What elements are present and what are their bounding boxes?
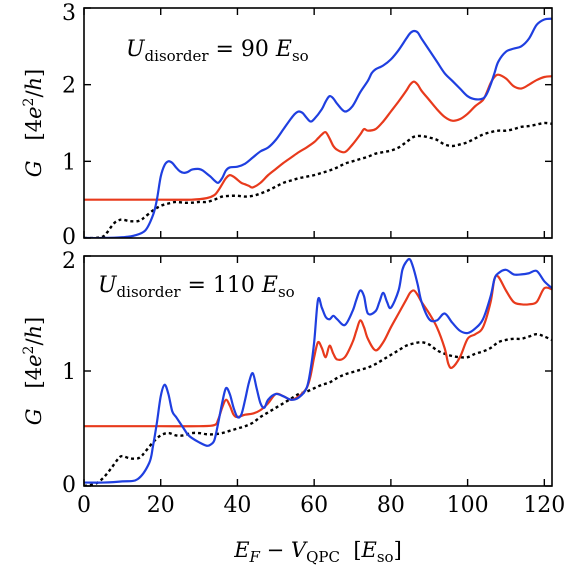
plot-area-bottom [84,256,552,486]
annotation-bottom: Udisorder = 110 Eso [98,273,295,301]
series-line-dotted-black [84,333,552,486]
annotation-top: Udisorder = 90 Eso [126,37,309,65]
x-tick-label: 20 [147,493,175,518]
y-tick-label: 2 [62,249,76,274]
y-tick-label: 1 [62,150,76,175]
x-ticks-top [83,8,546,238]
x-tick-label: 120 [523,493,565,518]
x-tick-label: 100 [447,493,489,518]
x-tick-label: 80 [377,493,405,518]
series-line-dotted-black [84,121,552,238]
series-line-blue [84,257,552,484]
panel-bottom: 0 20 40 60 80 100 120 012 Udisorder = 110 Eso … [21,249,565,566]
x-ticks-bottom: 0 20 40 60 80 100 120 [77,256,565,518]
y-tick-label: 3 [62,1,76,26]
y-tick-label: 0 [62,473,76,498]
y-tick-label: 0 [62,225,76,250]
x-tick-label: 40 [223,493,251,518]
y-tick-label: 1 [62,360,76,385]
panel-top: 0 1 2 3 Udisorder = 90 Eso G [4e2/h] [21,1,553,250]
series-line-blue [84,17,552,238]
y-tick-label: 2 [62,74,76,99]
series-group-bottom [84,257,552,486]
plot-area-top [84,8,552,238]
x-tick-label: 0 [77,493,91,518]
series-group-top [84,17,552,238]
x-tick-label: 60 [300,493,328,518]
ylabel-top: G [4e2/h] [21,69,46,178]
y-ticks-top: 0 1 2 3 [62,1,552,250]
ylabel-bottom: G [4e2/h] [21,317,46,426]
plot-frame-top [83,7,553,239]
xlabel: EF − VQPC [Eso] [233,538,402,566]
y-ticks-bottom: 0 1 2 [62,249,552,498]
